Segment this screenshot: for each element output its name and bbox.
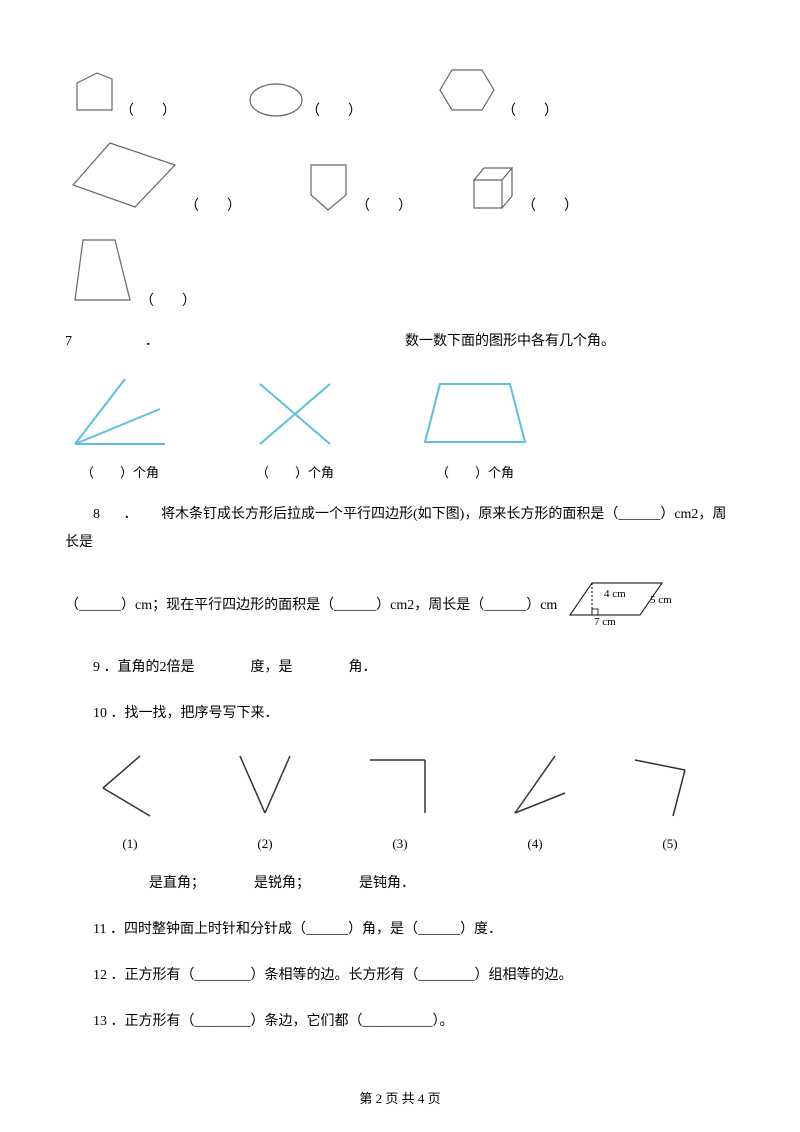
q8-number: 8: [93, 507, 100, 522]
shape-pentagon-down: [301, 155, 356, 215]
q7-angle-fan-icon: [65, 374, 175, 449]
q10-num-1: (1): [75, 836, 185, 852]
shape-cube: [462, 160, 522, 215]
q10-num-2: (2): [210, 836, 320, 852]
q8-line2: （______）cm；现在平行四边形的面积是（______）cm2，周长是（__…: [65, 575, 735, 636]
blank-label: （ ）: [185, 195, 241, 215]
q10-line: 10 ．找一找，把序号写下来．: [65, 700, 735, 728]
shape-ellipse-cell: （ ）: [246, 75, 362, 120]
shape-trapezoid-vertical: [65, 230, 140, 310]
q7-text: 数一数下面的图形中各有几个角。: [405, 328, 615, 356]
q10-angle-2-icon: [220, 748, 310, 823]
q10-angle-3-icon: [355, 748, 445, 823]
q10-figures-row: (1) (2) (3) (4) (5): [65, 748, 735, 852]
q7-number: 7: [65, 328, 145, 356]
q10-fig-2: (2): [210, 748, 320, 852]
q10-angle-5-icon: [625, 748, 715, 823]
q11-line: 11 ．四时整钟面上时针和分针成（______）角，是（______）度．: [65, 916, 735, 944]
q8-line2-text: （______）cm；现在平行四边形的面积是（______）cm2，周长是（__…: [65, 592, 557, 620]
shape-trapezoid-cell: （ ）: [65, 230, 196, 310]
blank-label: （ ）: [502, 100, 558, 120]
shape-rhombus-cell: （ ）: [65, 135, 241, 215]
q7-label-1: （ ）个角: [65, 462, 175, 481]
shape-rhombus: [65, 135, 185, 215]
q10-fig-1: (1): [75, 748, 185, 852]
q10-answer-text: 是直角； 是锐角； 是钝角．: [149, 876, 415, 891]
q7-dot: ．: [145, 328, 405, 356]
shape-hexagon-cell: （ ）: [432, 60, 558, 120]
q7-cross-icon: [245, 374, 345, 449]
blank-label: （ ）: [522, 195, 578, 215]
q10-num-5: (5): [615, 836, 725, 852]
q7-figures-row: （ ）个角 （ ）个角 （ ）个角: [65, 374, 735, 481]
shape-pentagon-irregular: [65, 65, 120, 120]
q8-dot: ．: [124, 507, 138, 522]
blank-label: （ ）: [120, 100, 176, 120]
q12-line: 12 ．正方形有（________）条相等的边。长方形有（________）组相…: [65, 962, 735, 990]
q10-num-4: (4): [480, 836, 590, 852]
shapes-row-3: （ ）: [65, 230, 735, 310]
q7-line: 7 ． 数一数下面的图形中各有几个角。: [65, 328, 735, 356]
q10-num-3: (3): [345, 836, 455, 852]
q8-label-4cm: 4 cm: [604, 588, 626, 600]
q10-answer: 是直角； 是锐角； 是钝角．: [93, 870, 735, 898]
q7-label-2: （ ）个角: [245, 462, 345, 481]
shape-pentagon-cell: （ ）: [65, 65, 176, 120]
shapes-row-2: （ ） （ ） （ ）: [65, 135, 735, 215]
q10-angle-4-icon: [490, 748, 580, 823]
q7-figure-3: （ ）个角: [415, 374, 535, 481]
q7-figure-1: （ ）个角: [65, 374, 175, 481]
blank-label: （ ）: [306, 100, 362, 120]
q13-line: 13 ．正方形有（________）条边，它们都（__________）。: [65, 1008, 735, 1036]
shape-ellipse: [246, 75, 306, 120]
shape-hexagon: [432, 60, 502, 120]
q10-fig-3: (3): [345, 748, 455, 852]
q10-fig-4: (4): [480, 748, 590, 852]
q7-figure-2: （ ）个角: [245, 374, 345, 481]
shape-pentagon-down-cell: （ ）: [301, 155, 412, 215]
shapes-row-1: （ ） （ ） （ ）: [65, 60, 735, 120]
blank-label: （ ）: [140, 290, 196, 310]
q7-label-3: （ ）个角: [415, 462, 535, 481]
q9-line: 9 ．直角的2倍是 度，是 角．: [65, 654, 735, 682]
shape-cube-cell: （ ）: [462, 160, 578, 215]
blank-label: （ ）: [356, 195, 412, 215]
q10-fig-5: (5): [615, 748, 725, 852]
q8-prefix: 将木条钉成长方形后拉成一个平行四边形(如下图)，原来长方形的面积是（______…: [65, 507, 726, 550]
q7-quad-icon: [415, 374, 535, 449]
q8-line1: 8 ． 将木条钉成长方形后拉成一个平行四边形(如下图)，原来长方形的面积是（__…: [65, 501, 735, 557]
page-footer: 第 2 页 共 4 页: [0, 1088, 800, 1107]
q8-label-5cm: 5 cm: [650, 594, 672, 606]
q8-parallelogram-figure: 4 cm 5 cm 7 cm: [562, 575, 672, 636]
q10-angle-1-icon: [85, 748, 175, 823]
q8-label-7cm: 7 cm: [594, 616, 616, 625]
